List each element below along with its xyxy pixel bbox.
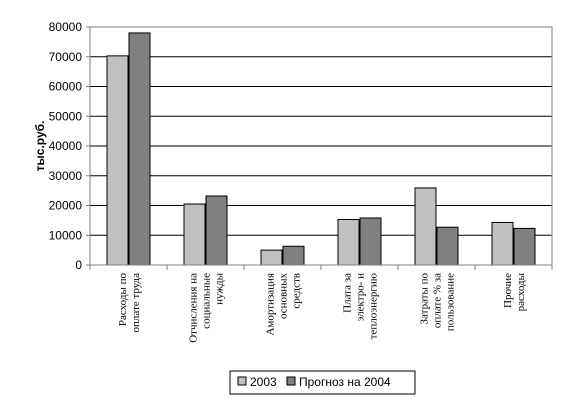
x-tick-label: основных	[278, 273, 290, 320]
bar-2003-4	[414, 187, 437, 266]
y-tick-label: 60000	[49, 80, 83, 94]
y-tick-label: 20000	[49, 199, 83, 213]
x-tick-label: теплоэнергию	[368, 273, 380, 339]
x-axis-ticks: Расходы по оплате труда Отчисления на социа…	[89, 265, 553, 343]
bar-2003-3	[337, 218, 360, 266]
y-axis-ticks: 0 10000 20000 30000 40000 50000 60000 70000 8000…	[49, 20, 90, 272]
y-tick-label: 80000	[49, 20, 83, 34]
x-tick-label: пользование	[445, 273, 457, 331]
y-tick-label: 0	[75, 258, 82, 272]
bar-forecast-2004-4	[436, 226, 459, 266]
y-axis-label: тыс.руб.	[33, 121, 47, 172]
bar-forecast-2004-3	[359, 217, 382, 266]
y-tick-label: 40000	[49, 139, 83, 153]
x-tick-label: Амортизация	[265, 273, 277, 336]
legend-swatch-forecast-2004	[286, 376, 296, 386]
bar-2003-1	[183, 203, 206, 266]
legend-box	[229, 370, 416, 395]
legend-label-forecast-2004: Прогноз на 2004	[299, 375, 391, 389]
x-tick-label: социальные	[201, 273, 213, 329]
x-tick-label: Затраты по	[419, 273, 431, 325]
legend: 2003 Прогноз на 2004	[229, 370, 416, 395]
x-tick-label: электро- и	[355, 273, 367, 321]
y-tick-label: 50000	[49, 109, 83, 123]
x-tick-label: средств	[291, 273, 303, 309]
x-tick-label: Отчисления на	[188, 273, 200, 343]
legend-swatch-2003	[237, 376, 247, 386]
x-tick-label: оплате % за	[432, 273, 444, 328]
x-tick-label: Расходы по	[117, 273, 129, 327]
y-tick-label: 30000	[49, 169, 83, 183]
x-tick-label: оплате труда	[130, 273, 142, 333]
x-tick-label: Прочие	[502, 273, 514, 308]
legend-label-2003: 2003	[250, 375, 277, 389]
bar-forecast-2004-5	[513, 227, 536, 266]
y-tick-label: 10000	[49, 228, 83, 242]
bar-forecast-2004-2	[282, 245, 305, 266]
plot-border	[89, 26, 553, 266]
bar-forecast-2004-1	[205, 195, 228, 266]
x-tick-label: Плата за	[342, 273, 354, 313]
bar-2003-0	[106, 55, 129, 266]
bar-2003-5	[491, 221, 514, 266]
x-tick-label: расходы	[515, 272, 527, 311]
x-tick-label: нужды	[214, 272, 226, 304]
y-tick-label: 70000	[49, 50, 83, 64]
bar-2003-2	[260, 249, 283, 266]
bar-forecast-2004-0	[128, 32, 151, 266]
